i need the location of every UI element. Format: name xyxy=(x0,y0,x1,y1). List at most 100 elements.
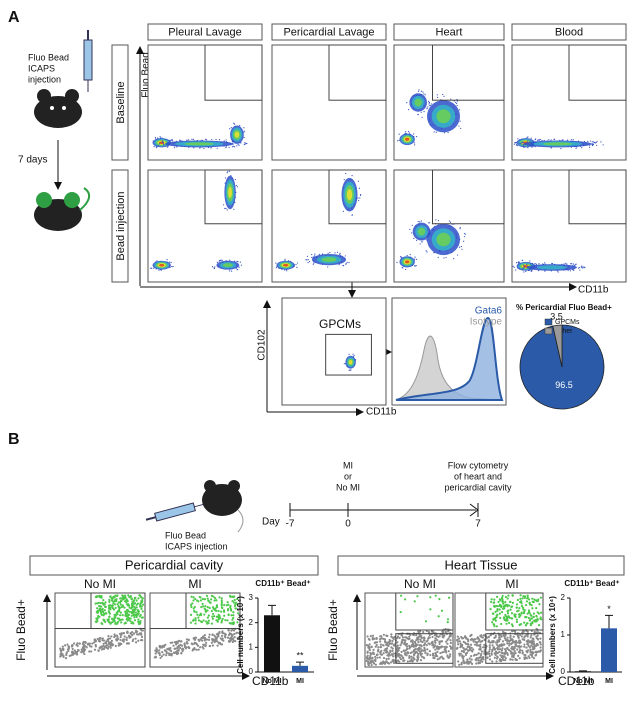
dot xyxy=(429,596,432,599)
dot xyxy=(200,605,203,609)
dot xyxy=(342,265,345,267)
dot xyxy=(500,635,503,638)
dot xyxy=(523,267,525,269)
dot xyxy=(158,269,160,271)
dot xyxy=(527,136,529,138)
dot xyxy=(203,638,207,641)
dot xyxy=(416,658,419,662)
dot xyxy=(436,639,439,642)
dot xyxy=(406,254,408,257)
dot xyxy=(504,601,507,604)
dot xyxy=(530,270,532,273)
dot xyxy=(506,653,509,656)
dot xyxy=(233,208,235,210)
density-level xyxy=(436,232,451,247)
dot xyxy=(462,640,465,643)
dot xyxy=(519,594,522,597)
dot xyxy=(456,646,459,649)
dot xyxy=(406,651,409,654)
dot xyxy=(172,651,175,654)
dot xyxy=(204,138,207,140)
dot xyxy=(400,634,404,637)
dot xyxy=(499,654,502,657)
dot xyxy=(62,647,65,650)
dot xyxy=(529,650,532,653)
dot xyxy=(501,594,504,598)
dot xyxy=(490,598,493,601)
dot xyxy=(544,270,546,272)
dot xyxy=(119,633,123,637)
dot xyxy=(396,654,400,657)
dot xyxy=(540,611,543,614)
dot xyxy=(307,261,309,264)
dot xyxy=(190,605,193,609)
dot xyxy=(123,594,127,597)
dot xyxy=(371,656,374,659)
dot xyxy=(405,644,408,647)
dot xyxy=(414,258,416,260)
dot xyxy=(529,260,531,262)
dot xyxy=(214,596,217,600)
dot xyxy=(162,653,165,656)
dot xyxy=(80,648,83,651)
dot xyxy=(231,599,234,603)
event-label: MI xyxy=(343,460,353,470)
dot xyxy=(194,597,197,601)
dot xyxy=(140,600,144,604)
dot xyxy=(596,144,598,146)
dot xyxy=(462,659,465,662)
dot xyxy=(443,95,445,97)
dot xyxy=(116,610,119,614)
dot xyxy=(419,638,422,641)
dot xyxy=(506,639,509,642)
dot xyxy=(375,643,378,647)
dot xyxy=(119,635,122,639)
dot xyxy=(423,642,426,645)
dot xyxy=(534,139,536,141)
dot xyxy=(110,599,113,602)
dot xyxy=(588,146,591,148)
dot xyxy=(426,652,429,655)
dot xyxy=(516,610,519,613)
dot xyxy=(131,639,134,643)
dot xyxy=(228,622,231,625)
dot xyxy=(223,614,226,617)
dot xyxy=(220,599,223,602)
dot xyxy=(229,170,231,172)
dot xyxy=(382,633,385,636)
dot xyxy=(194,622,197,625)
dot xyxy=(557,271,559,273)
dot xyxy=(423,637,426,640)
dot xyxy=(217,618,220,621)
dot xyxy=(456,635,459,638)
dot xyxy=(532,637,535,641)
column-header-box xyxy=(271,23,387,41)
dot xyxy=(506,615,509,619)
dot xyxy=(464,652,467,655)
dot xyxy=(445,640,448,643)
dot xyxy=(444,649,447,652)
dot xyxy=(106,638,109,641)
dot xyxy=(312,263,314,265)
dot xyxy=(377,648,380,651)
injection-label: ICAPS injection xyxy=(165,541,228,551)
dot xyxy=(435,219,437,221)
dot xyxy=(107,607,111,610)
dot xyxy=(96,607,99,610)
dot xyxy=(412,656,415,659)
dot xyxy=(215,633,219,636)
x-tick-label: No MI xyxy=(262,678,281,685)
dot xyxy=(232,614,235,617)
dot xyxy=(480,634,483,637)
dot xyxy=(460,650,463,653)
dot xyxy=(313,262,315,264)
dot xyxy=(156,650,159,653)
dot xyxy=(449,645,452,648)
dot xyxy=(539,637,542,640)
dot xyxy=(460,661,463,664)
dot xyxy=(137,618,140,621)
dot xyxy=(217,609,220,613)
dot xyxy=(67,649,70,653)
dot xyxy=(438,598,441,601)
dot xyxy=(424,651,427,654)
